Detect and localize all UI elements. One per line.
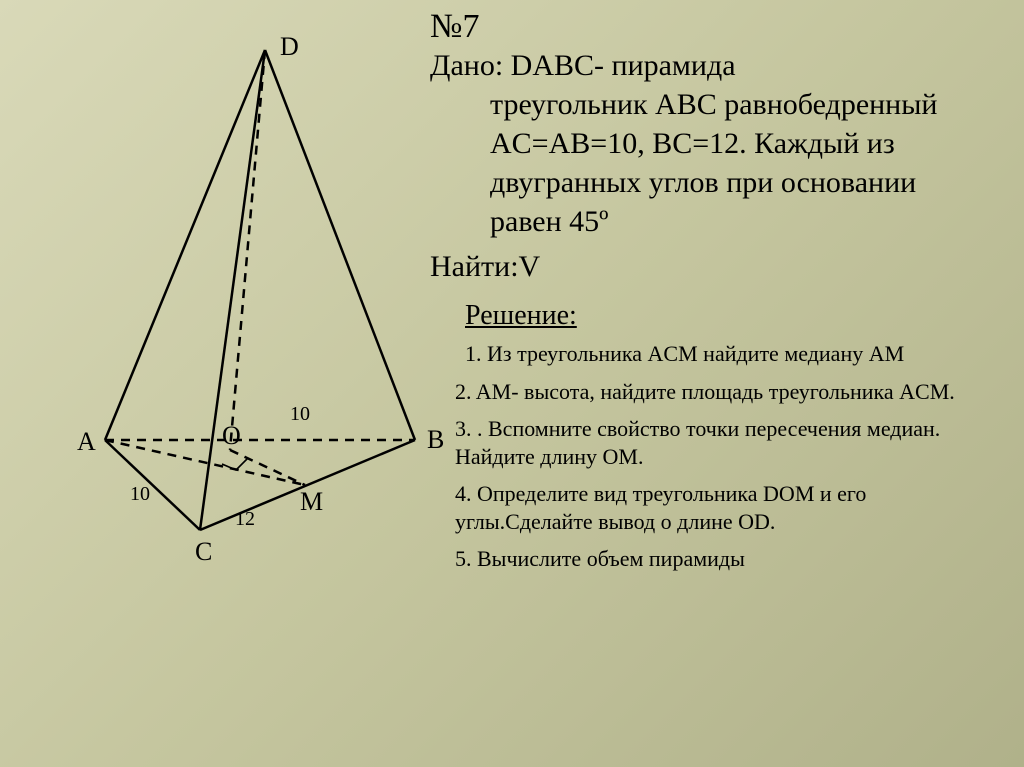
svg-text:10: 10	[130, 483, 150, 505]
given-line2: треугольник ABC равнобедренный	[430, 85, 990, 124]
given-line1: DABC- пирамида	[511, 49, 736, 82]
svg-text:B: B	[427, 425, 444, 454]
pyramid-diagram: D A B C O M 10 10 12	[20, 10, 450, 570]
given-line4: двугранных углов при основании	[430, 163, 990, 202]
given-line3: AC=AB=10, BC=12. Каждый из	[430, 124, 990, 163]
svg-text:D: D	[280, 32, 299, 61]
step-3: 3. . Вспомните свойство точки пересечени…	[455, 415, 1005, 470]
step-5: 5. Вычислите объем пирамиды	[455, 545, 1005, 573]
step-4: 4. Определите вид треугольника DOM и его…	[455, 480, 1005, 535]
svg-text:C: C	[195, 537, 212, 566]
find-value: V	[519, 250, 541, 283]
solution-steps: 1. Из треугольника ACM найдите медиану A…	[455, 340, 1005, 583]
svg-text:O: O	[222, 421, 241, 450]
step-1: 1. Из треугольника ACM найдите медиану A…	[455, 340, 1005, 368]
svg-text:M: M	[300, 487, 323, 516]
svg-text:12: 12	[235, 508, 255, 530]
svg-text:10: 10	[290, 403, 310, 425]
step-2: 2. AM- высота, найдите площадь треугольн…	[455, 378, 1005, 406]
svg-text:A: A	[77, 427, 96, 456]
given-block: Дано: DABC- пирамида треугольник ABC рав…	[430, 46, 990, 241]
given-line5: равен 45º	[430, 202, 990, 241]
solution-label: Решение:	[465, 300, 577, 332]
